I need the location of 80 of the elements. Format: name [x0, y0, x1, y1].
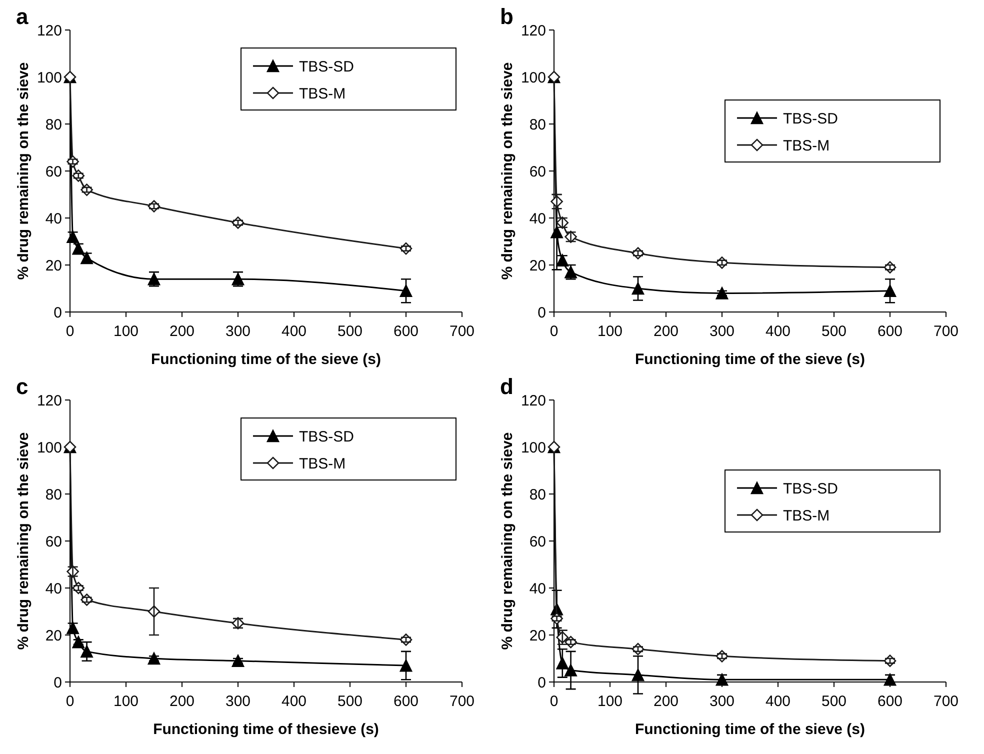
x-tick-label: 700 [933, 693, 959, 710]
chart-title: a [16, 4, 29, 29]
x-tick-label: 400 [281, 693, 307, 710]
y-tick-label: 100 [520, 439, 546, 456]
y-tick-label: 0 [54, 674, 62, 692]
x-tick-label: 300 [709, 693, 735, 710]
x-tick-label: 200 [169, 693, 195, 710]
legend-label: TBS-SD [299, 58, 354, 76]
x-tick-label: 0 [66, 693, 74, 710]
y-tick-label: 80 [529, 116, 546, 134]
y-tick-label: 60 [45, 163, 62, 180]
x-tick-label: 0 [550, 323, 558, 340]
y-tick-label: 80 [45, 486, 62, 504]
x-tick-label: 500 [337, 323, 363, 340]
x-tick-label: 600 [393, 323, 419, 340]
x-tick-label: 500 [821, 693, 847, 710]
y-tick-label: 20 [45, 627, 62, 644]
x-axis-title: Functioning time of thesieve (s) [153, 721, 379, 738]
x-axis-title: Functioning time of the sieve (s) [634, 721, 866, 738]
chart-title: c [16, 374, 28, 399]
y-axis-title: % drug remaining on the sieve [15, 432, 32, 650]
legend-label: TBS-SD [783, 110, 838, 128]
x-tick-label: 600 [393, 693, 419, 710]
y-tick-label: 0 [538, 304, 546, 322]
x-tick-label: 400 [765, 323, 791, 340]
y-tick-label: 80 [45, 116, 62, 134]
y-tick-label: 20 [529, 257, 546, 274]
x-tick-label: 0 [550, 693, 558, 710]
y-tick-label: 60 [529, 163, 546, 180]
x-tick-label: 200 [653, 323, 679, 340]
x-axis-title: Functioning time of the sieve (s) [150, 351, 382, 368]
x-tick-label: 400 [281, 323, 307, 340]
y-tick-label: 100 [36, 69, 62, 86]
x-tick-label: 200 [169, 323, 195, 340]
x-axis-title: Functioning time of the sieve (s) [634, 351, 866, 368]
x-tick-label: 400 [765, 693, 791, 710]
y-axis-title: % drug remaining on the sieve [15, 62, 32, 280]
y-tick-label: 120 [520, 22, 546, 40]
y-tick-label: 40 [529, 210, 546, 228]
x-tick-label: 0 [66, 323, 74, 340]
x-tick-label: 700 [933, 323, 959, 340]
x-tick-label: 600 [877, 323, 903, 340]
x-tick-label: 200 [653, 693, 679, 710]
legend-label: TBS-M [783, 137, 830, 154]
y-tick-label: 120 [36, 22, 62, 40]
y-tick-label: 100 [36, 439, 62, 456]
legend-label: TBS-SD [299, 428, 354, 446]
y-tick-label: 60 [45, 533, 62, 550]
y-tick-label: 40 [529, 580, 546, 598]
legend-label: TBS-M [299, 455, 346, 472]
y-tick-label: 0 [538, 674, 546, 692]
y-tick-label: 40 [45, 210, 62, 228]
y-tick-label: 0 [54, 304, 62, 322]
y-tick-label: 20 [45, 257, 62, 274]
x-tick-label: 500 [337, 693, 363, 710]
y-tick-label: 60 [529, 533, 546, 550]
y-tick-label: 120 [36, 392, 62, 410]
x-tick-label: 300 [225, 323, 251, 340]
chart-title: b [500, 4, 514, 29]
x-tick-label: 700 [449, 323, 475, 340]
x-tick-label: 700 [449, 693, 475, 710]
y-tick-label: 120 [520, 392, 546, 410]
y-tick-label: 20 [529, 627, 546, 644]
y-tick-label: 40 [45, 580, 62, 598]
x-tick-label: 100 [113, 693, 139, 710]
chart-title: d [500, 374, 514, 399]
x-tick-label: 100 [597, 323, 623, 340]
legend-label: TBS-M [783, 507, 830, 524]
x-tick-label: 300 [225, 693, 251, 710]
y-tick-label: 80 [529, 486, 546, 504]
y-tick-label: 100 [520, 69, 546, 86]
x-tick-label: 100 [113, 323, 139, 340]
x-tick-label: 500 [821, 323, 847, 340]
y-axis-title: % drug remaining on the sieve [499, 432, 516, 650]
legend-label: TBS-SD [783, 480, 838, 498]
x-tick-label: 100 [597, 693, 623, 710]
x-tick-label: 600 [877, 693, 903, 710]
y-axis-title: % drug remaining on the sieve [499, 62, 516, 280]
legend-label: TBS-M [299, 85, 346, 102]
x-tick-label: 300 [709, 323, 735, 340]
